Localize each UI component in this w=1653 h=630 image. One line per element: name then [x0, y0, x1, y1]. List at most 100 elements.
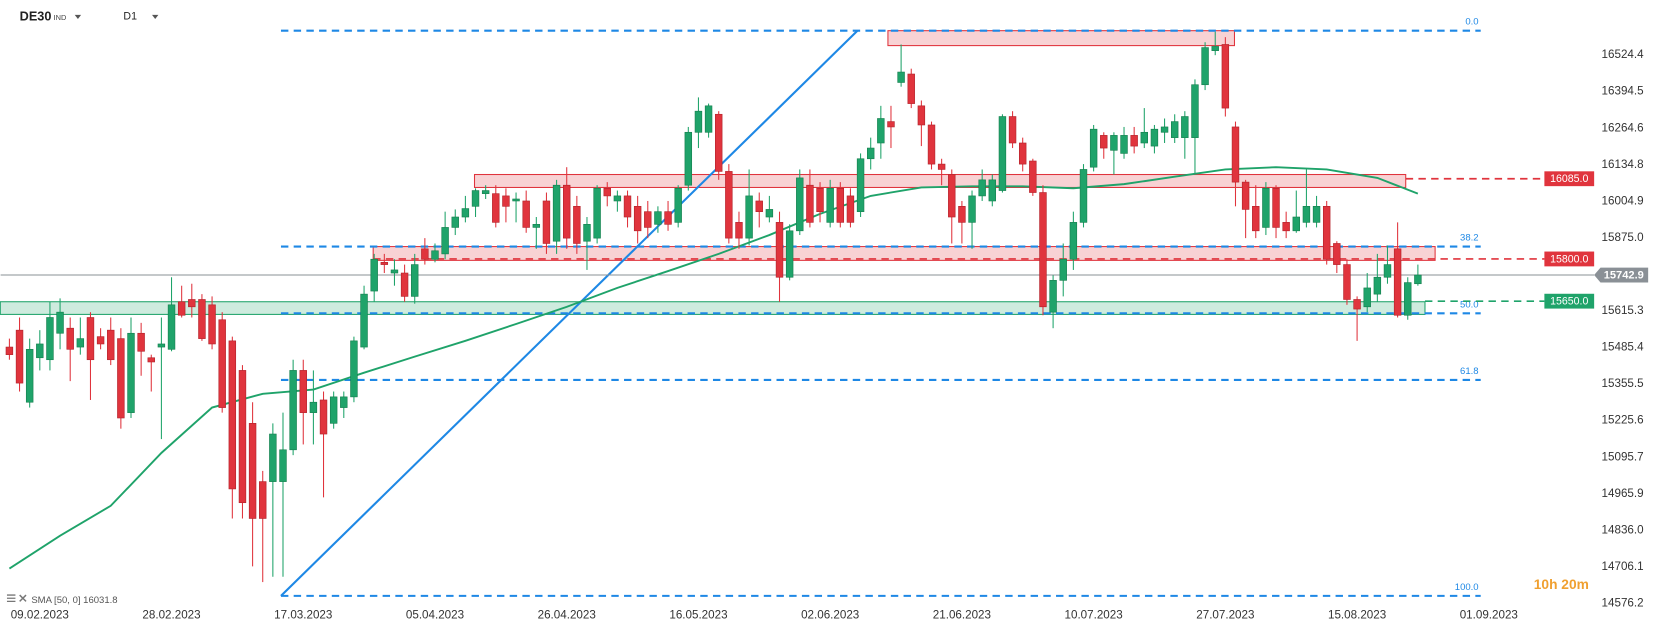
candle-body	[1089, 128, 1098, 168]
candle-body	[461, 208, 470, 218]
y-tick-label: 16004.9	[1602, 194, 1644, 207]
settings-icon[interactable]	[6, 594, 16, 603]
trend-line	[280, 29, 859, 597]
dropdown-icon[interactable]	[152, 14, 159, 20]
price-level-box	[1544, 171, 1595, 187]
candle-body	[1322, 206, 1331, 260]
candle-body	[1079, 169, 1088, 223]
y-tick-label: 15225.6	[1602, 414, 1644, 427]
candle-body	[299, 370, 307, 413]
candle-body	[796, 177, 804, 232]
candle-body	[694, 110, 703, 133]
candle-body	[1018, 142, 1027, 165]
candle-body	[411, 264, 419, 297]
y-tick-label: 14706.1	[1602, 560, 1644, 573]
candle-body	[309, 401, 318, 413]
candle-body	[380, 262, 389, 265]
candle-body	[208, 304, 216, 345]
candle-body	[1343, 264, 1351, 300]
x-tick-label: 21.06.2023	[933, 608, 991, 621]
candle-body	[238, 370, 247, 504]
candle-body	[157, 343, 166, 348]
candle-body	[167, 304, 176, 350]
y-tick-label: 15875.0	[1602, 231, 1645, 244]
candle-body	[127, 332, 135, 413]
symbol[interactable]: DE30	[20, 9, 52, 23]
candle-body	[785, 230, 794, 278]
dropdown-icon[interactable]	[74, 14, 82, 20]
candle-body	[471, 190, 480, 207]
candle-body	[1150, 128, 1159, 147]
current-price-label: 15742.9	[1604, 269, 1644, 281]
candle-body	[198, 299, 206, 339]
candle-body	[522, 200, 530, 228]
candle-body	[502, 195, 510, 207]
indicator-label: SMA [50, 0] 16031.8	[31, 595, 117, 606]
candle-body	[400, 272, 409, 297]
candle-body	[583, 224, 591, 242]
candle-body	[350, 340, 358, 398]
price-level-label: 16085.0	[1550, 173, 1588, 185]
candle-body	[1282, 222, 1290, 232]
candle-body	[66, 327, 74, 350]
candle-body	[441, 227, 449, 255]
candle-body	[492, 193, 500, 223]
candle-body	[623, 195, 632, 218]
candle-body	[674, 187, 682, 223]
candle-body	[897, 71, 905, 83]
candle-body	[1241, 181, 1250, 210]
candle-body	[248, 423, 257, 519]
candle-body	[725, 171, 733, 239]
candle-body	[856, 158, 865, 212]
candle-body	[1262, 187, 1270, 228]
candle-body	[806, 184, 814, 223]
candle-body	[451, 216, 459, 228]
candle-body	[948, 174, 956, 218]
candle-body	[1292, 216, 1300, 232]
candle-body	[56, 311, 64, 334]
candle-body	[1059, 258, 1067, 281]
candle-body	[1100, 135, 1108, 149]
fib-label: 0.0	[1465, 17, 1478, 28]
candle-body	[552, 184, 561, 242]
candle-body	[360, 293, 368, 348]
y-tick-label: 15485.4	[1602, 341, 1645, 354]
indicator-icons[interactable]	[6, 594, 27, 603]
candle-body	[1393, 248, 1402, 316]
candle-body	[998, 116, 1007, 191]
candle-body	[1272, 187, 1280, 228]
candle-body	[107, 329, 115, 361]
candle-body	[1333, 243, 1341, 265]
y-tick-label: 16524.4	[1602, 48, 1645, 61]
x-tick-label: 17.03.2023	[274, 608, 332, 621]
candle-body	[1049, 280, 1057, 313]
candle-body	[1110, 135, 1118, 151]
candle-body	[1191, 84, 1199, 138]
y-tick-label: 15095.7	[1602, 450, 1644, 463]
candle-body	[431, 250, 439, 260]
candle-body	[1130, 135, 1138, 147]
candle-body	[765, 209, 774, 218]
candle-body	[1181, 116, 1189, 138]
candle-body	[755, 200, 763, 212]
candle-body	[927, 124, 936, 165]
candle-body	[1211, 46, 1219, 51]
candle-body	[1353, 299, 1361, 310]
candle-body	[96, 336, 105, 345]
candle-body	[1414, 274, 1422, 285]
y-tick-label: 14836.0	[1602, 523, 1645, 536]
close-icon[interactable]	[19, 594, 27, 602]
candle-body	[603, 187, 611, 197]
candle-body	[289, 370, 297, 451]
candle-body	[887, 121, 895, 128]
candle-body	[177, 301, 186, 316]
candle-body	[188, 299, 196, 308]
x-tick-label: 01.09.2023	[1460, 608, 1518, 621]
candle-body	[664, 211, 672, 225]
candle-body	[816, 187, 824, 212]
candle-body	[421, 248, 429, 260]
candle-body	[633, 206, 642, 232]
timeframe[interactable]: D1	[123, 11, 137, 23]
